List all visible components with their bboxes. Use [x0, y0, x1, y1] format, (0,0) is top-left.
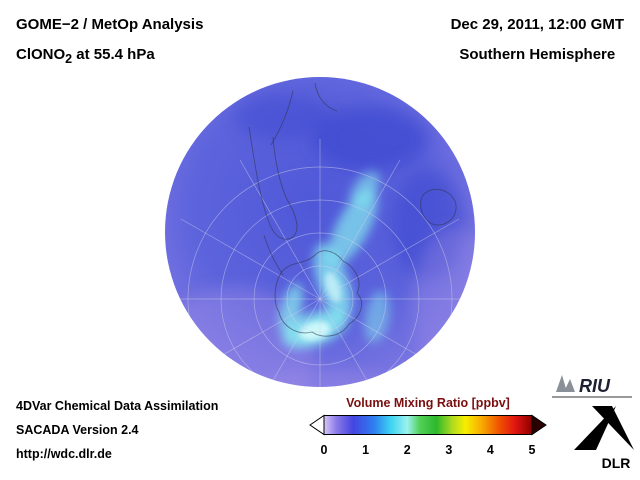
assimilation-label: 4DVar Chemical Data Assimilation: [16, 399, 219, 413]
pressure-level: at 55.4 hPa: [72, 46, 155, 63]
url-label: http://wdc.dlr.de: [16, 447, 112, 461]
version-label: SACADA Version 2.4: [16, 423, 139, 437]
colorbar-ticks: 0 1 2 3 4 5: [308, 443, 548, 459]
colorbar: [309, 414, 547, 436]
species-subscript: 2: [65, 52, 73, 66]
colorbar-tick: 5: [528, 443, 536, 457]
graticule: [165, 139, 475, 387]
dlr-logo-text: DLR: [602, 455, 631, 471]
header-right: Dec 29, 2011, 12:00 GMT Southern Hemisph…: [451, 10, 624, 70]
colorbar-left-arrow: [309, 414, 325, 436]
species-level: ClONO2 at 55.4 hPa: [16, 40, 203, 74]
colorbar-title: Volume Mixing Ratio [ppbv]: [346, 396, 510, 410]
dlr-wing-icon: [574, 406, 634, 450]
hemisphere-label: Southern Hemisphere: [459, 46, 616, 63]
footer-info: 4DVar Chemical Data Assimilation SACADA …: [16, 394, 218, 466]
riu-logo: RIU: [552, 370, 634, 402]
coastlines: [248, 82, 457, 376]
header-left: GOME−2 / MetOp Analysis ClONO2 at 55.4 h…: [16, 10, 203, 74]
colorbar-gradient: [323, 415, 533, 435]
species-name: ClONO: [16, 46, 66, 63]
colorbar-block: Volume Mixing Ratio [ppbv] 0 1 2 3 4 5: [308, 396, 548, 459]
hemisphere-map: [165, 77, 475, 387]
colorbar-tick: 3: [445, 443, 453, 457]
colorbar-tick: 1: [362, 443, 370, 457]
analysis-title: GOME−2 / MetOp Analysis: [16, 16, 204, 33]
globe-svg: [165, 77, 475, 387]
riu-logo-text: RIU: [579, 376, 611, 396]
colorbar-tick: 2: [403, 443, 411, 457]
dlr-logo: DLR: [572, 404, 636, 472]
colorbar-tick: 4: [486, 443, 494, 457]
datetime-label: Dec 29, 2011, 12:00 GMT: [450, 16, 624, 33]
vortex-bright-core-2: [324, 271, 342, 303]
riu-mountain-icon: [556, 375, 575, 392]
colorbar-right-arrow: [531, 414, 547, 436]
colorbar-tick: 0: [320, 443, 328, 457]
